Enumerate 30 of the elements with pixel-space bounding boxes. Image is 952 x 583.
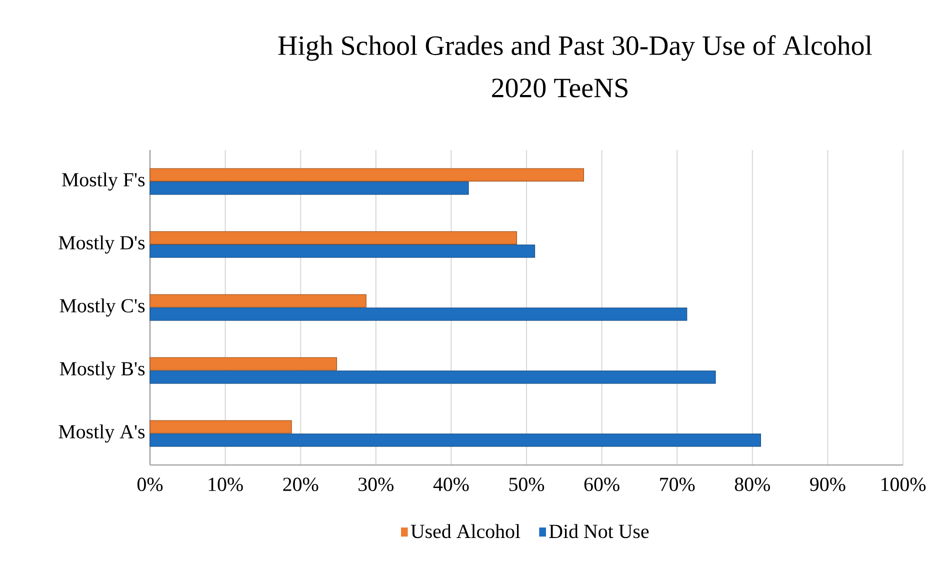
bar <box>150 434 761 447</box>
x-tick-label: 0% <box>137 478 163 492</box>
bar <box>150 182 469 195</box>
legend-label: Used Alcohol <box>410 524 520 538</box>
bar <box>150 308 688 321</box>
y-tick-label: Mostly F's <box>62 172 145 191</box>
bar <box>150 420 292 434</box>
y-tick-label: Mostly A's <box>58 424 145 443</box>
y-tick-label: Mostly D's <box>58 235 145 254</box>
chart-subtitle: 2020 TeeNS <box>492 78 628 98</box>
bar <box>150 294 366 308</box>
bar <box>150 370 716 384</box>
x-tick-label: 70% <box>660 478 695 492</box>
x-tick-label: 20% <box>283 478 318 492</box>
bar <box>150 244 536 258</box>
y-tick-label: Mostly B's <box>60 361 145 380</box>
bar <box>150 357 338 370</box>
bar <box>150 168 584 182</box>
x-tick-label: 30% <box>358 478 394 492</box>
legend-label: Did Not Use <box>549 524 649 538</box>
x-tick-label: 80% <box>734 478 770 492</box>
x-tick-label: 100% <box>882 478 926 492</box>
x-tick-label: 40% <box>433 478 469 492</box>
x-tick-label: 90% <box>810 478 846 492</box>
x-tick-label: 10% <box>208 478 243 492</box>
x-tick-label: 60% <box>584 478 620 492</box>
x-tick-label: 50% <box>509 478 544 492</box>
y-tick-label: Mostly C's <box>60 298 145 317</box>
chart-title: High School Grades and Past 30-Day Use of Alcohol <box>278 35 872 61</box>
bar <box>150 231 517 244</box>
